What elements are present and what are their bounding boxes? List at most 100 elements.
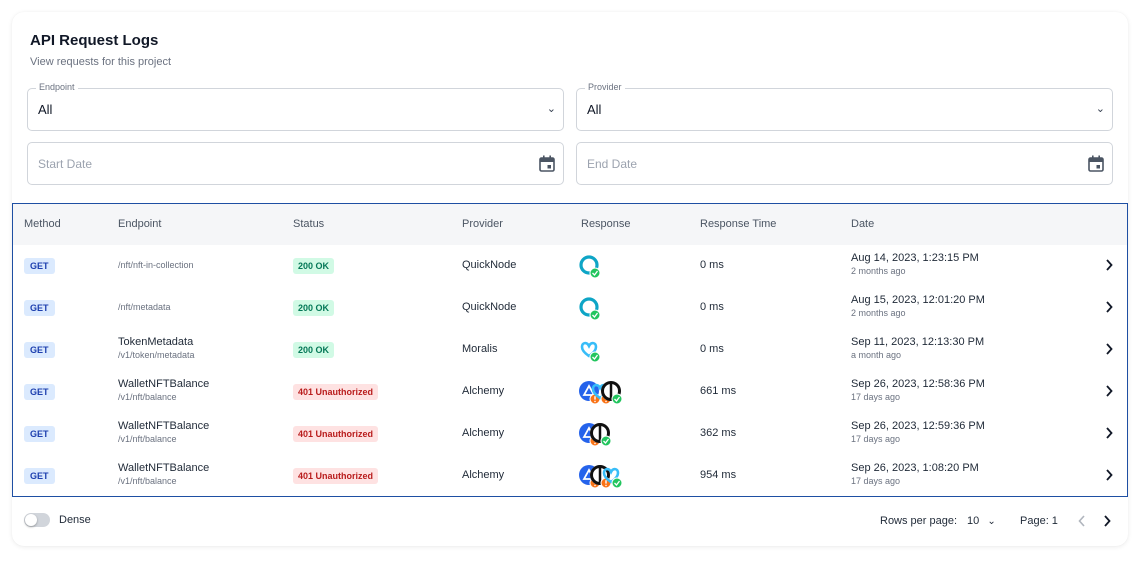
opensea-success-icon bbox=[590, 423, 612, 447]
provider-select-label: Provider bbox=[585, 82, 625, 92]
end-date-input[interactable]: End Date bbox=[576, 142, 1113, 185]
endpoint-path: /nft/metadata bbox=[118, 302, 171, 312]
previous-page-icon[interactable] bbox=[1078, 515, 1086, 527]
relative-date: 2 months ago bbox=[851, 266, 906, 276]
response-time: 0 ms bbox=[700, 301, 724, 313]
page-title: API Request Logs bbox=[30, 32, 159, 49]
status-badge: 401 Unauthorized bbox=[293, 468, 379, 484]
table-row[interactable]: GET /nft/metadata 200 OK QuickNode 0 ms … bbox=[13, 287, 1127, 329]
chevron-right-icon[interactable] bbox=[1105, 385, 1113, 397]
chevron-right-icon[interactable] bbox=[1105, 343, 1113, 355]
endpoint-path: /v1/token/metadata bbox=[118, 350, 195, 360]
table-row[interactable]: GET /nft/nft-in-collection 200 OK QuickN… bbox=[13, 245, 1127, 287]
status-badge: 200 OK bbox=[293, 258, 335, 274]
relative-date: 17 days ago bbox=[851, 434, 901, 444]
column-header-date[interactable]: Date bbox=[851, 218, 875, 230]
date-value: Aug 14, 2023, 1:23:15 PM bbox=[851, 252, 979, 264]
status-badge: 200 OK bbox=[293, 300, 335, 316]
response-icons bbox=[579, 381, 623, 405]
moralis-success-icon bbox=[580, 341, 601, 363]
method-badge: GET bbox=[24, 258, 55, 274]
rows-per-page-value: 10 bbox=[967, 515, 980, 527]
method-badge: GET bbox=[24, 300, 55, 316]
date-cell: Sep 26, 2023, 12:59:36 PM 17 days ago bbox=[851, 420, 985, 444]
date-value: Sep 11, 2023, 12:13:30 PM bbox=[851, 336, 985, 348]
column-header-provider[interactable]: Provider bbox=[462, 218, 503, 230]
end-date-placeholder: End Date bbox=[587, 157, 638, 171]
start-date-input[interactable]: Start Date bbox=[27, 142, 564, 185]
endpoint-path: /v1/nft/balance bbox=[118, 392, 177, 402]
table-row[interactable]: GET TokenMetadata /v1/token/metadata 200… bbox=[13, 329, 1127, 371]
column-header-status[interactable]: Status bbox=[293, 218, 325, 230]
next-page-icon[interactable] bbox=[1103, 515, 1111, 527]
provider-name: QuickNode bbox=[462, 259, 517, 271]
status-badge: 401 Unauthorized bbox=[293, 384, 379, 400]
provider-name: Moralis bbox=[462, 343, 498, 355]
endpoint-path: /nft/nft-in-collection bbox=[118, 260, 194, 270]
dense-label: Dense bbox=[59, 514, 91, 526]
endpoint-cell: /nft/metadata bbox=[118, 302, 171, 312]
start-date-placeholder: Start Date bbox=[38, 157, 93, 171]
logs-table: Method Endpoint Status Provider Response… bbox=[12, 203, 1128, 497]
method-badge: GET bbox=[24, 384, 55, 400]
table-row[interactable]: GET WalletNFTBalance /v1/nft/balance 401… bbox=[13, 371, 1127, 413]
date-cell: Aug 14, 2023, 1:23:15 PM 2 months ago bbox=[851, 252, 979, 276]
rows-per-page-select[interactable]: 10 ⌄ bbox=[967, 515, 996, 527]
provider-name: Alchemy bbox=[462, 385, 505, 397]
dense-toggle-knob[interactable] bbox=[25, 514, 37, 526]
chevron-right-icon[interactable] bbox=[1105, 259, 1113, 271]
response-icons bbox=[579, 255, 601, 279]
chevron-right-icon[interactable] bbox=[1105, 469, 1113, 481]
table-row[interactable]: GET WalletNFTBalance /v1/nft/balance 401… bbox=[13, 455, 1127, 497]
chevron-down-icon: ⌄ bbox=[987, 516, 996, 527]
endpoint-cell: /nft/nft-in-collection bbox=[118, 260, 194, 270]
method-badge: GET bbox=[24, 426, 55, 442]
moralis-success-icon bbox=[602, 467, 623, 489]
date-cell: Sep 11, 2023, 12:13:30 PM a month ago bbox=[851, 336, 984, 360]
chevron-right-icon[interactable] bbox=[1105, 427, 1113, 439]
endpoint-select[interactable]: Endpoint All ⌄ bbox=[27, 82, 564, 131]
provider-select[interactable]: Provider All ⌄ bbox=[576, 82, 1113, 131]
endpoint-path: /v1/nft/balance bbox=[118, 476, 177, 486]
method-badge: GET bbox=[24, 468, 55, 484]
method-badge: GET bbox=[24, 342, 55, 358]
endpoint-name: WalletNFTBalance bbox=[118, 462, 210, 474]
chevron-down-icon: ⌄ bbox=[546, 103, 556, 115]
endpoint-path: /v1/nft/balance bbox=[118, 434, 177, 444]
column-header-method[interactable]: Method bbox=[24, 218, 61, 230]
relative-date: 17 days ago bbox=[851, 392, 901, 402]
chevron-down-icon: ⌄ bbox=[1095, 103, 1105, 115]
column-header-response-time[interactable]: Response Time bbox=[700, 218, 777, 230]
response-time: 0 ms bbox=[700, 343, 724, 355]
response-icons bbox=[579, 423, 612, 447]
calendar-icon[interactable] bbox=[1088, 155, 1104, 172]
date-value: Aug 15, 2023, 12:01:20 PM bbox=[851, 294, 985, 306]
endpoint-cell: WalletNFTBalance /v1/nft/balance bbox=[118, 420, 209, 444]
response-time: 0 ms bbox=[700, 259, 724, 271]
endpoint-cell: WalletNFTBalance /v1/nft/balance bbox=[118, 462, 209, 486]
column-header-response[interactable]: Response bbox=[581, 218, 631, 230]
column-header-endpoint[interactable]: Endpoint bbox=[118, 218, 162, 230]
page-indicator: Page: 1 bbox=[1020, 515, 1058, 527]
date-cell: Sep 26, 2023, 12:58:36 PM 17 days ago bbox=[851, 378, 985, 402]
chevron-right-icon[interactable] bbox=[1105, 301, 1113, 313]
provider-name: Alchemy bbox=[462, 469, 505, 481]
date-value: Sep 26, 2023, 12:58:36 PM bbox=[851, 378, 985, 390]
date-value: Sep 26, 2023, 1:08:20 PM bbox=[851, 462, 979, 474]
calendar-icon[interactable] bbox=[539, 155, 555, 172]
endpoint-cell: TokenMetadata /v1/token/metadata bbox=[118, 336, 195, 360]
endpoint-cell: WalletNFTBalance /v1/nft/balance bbox=[118, 378, 209, 402]
relative-date: 17 days ago bbox=[851, 476, 901, 486]
endpoint-name: WalletNFTBalance bbox=[118, 378, 210, 390]
quicknode-success-icon bbox=[579, 255, 601, 279]
table-header: Method Endpoint Status Provider Response… bbox=[13, 204, 1127, 245]
rows-per-page-label: Rows per page: bbox=[880, 515, 958, 527]
date-cell: Aug 15, 2023, 12:01:20 PM 2 months ago bbox=[851, 294, 985, 318]
response-time: 954 ms bbox=[700, 469, 737, 481]
endpoint-name: TokenMetadata bbox=[118, 336, 194, 348]
response-icons bbox=[580, 341, 601, 363]
quicknode-success-icon bbox=[579, 297, 601, 321]
relative-date: 2 months ago bbox=[851, 308, 906, 318]
table-row[interactable]: GET WalletNFTBalance /v1/nft/balance 401… bbox=[13, 413, 1127, 455]
opensea-success-icon bbox=[601, 381, 623, 405]
